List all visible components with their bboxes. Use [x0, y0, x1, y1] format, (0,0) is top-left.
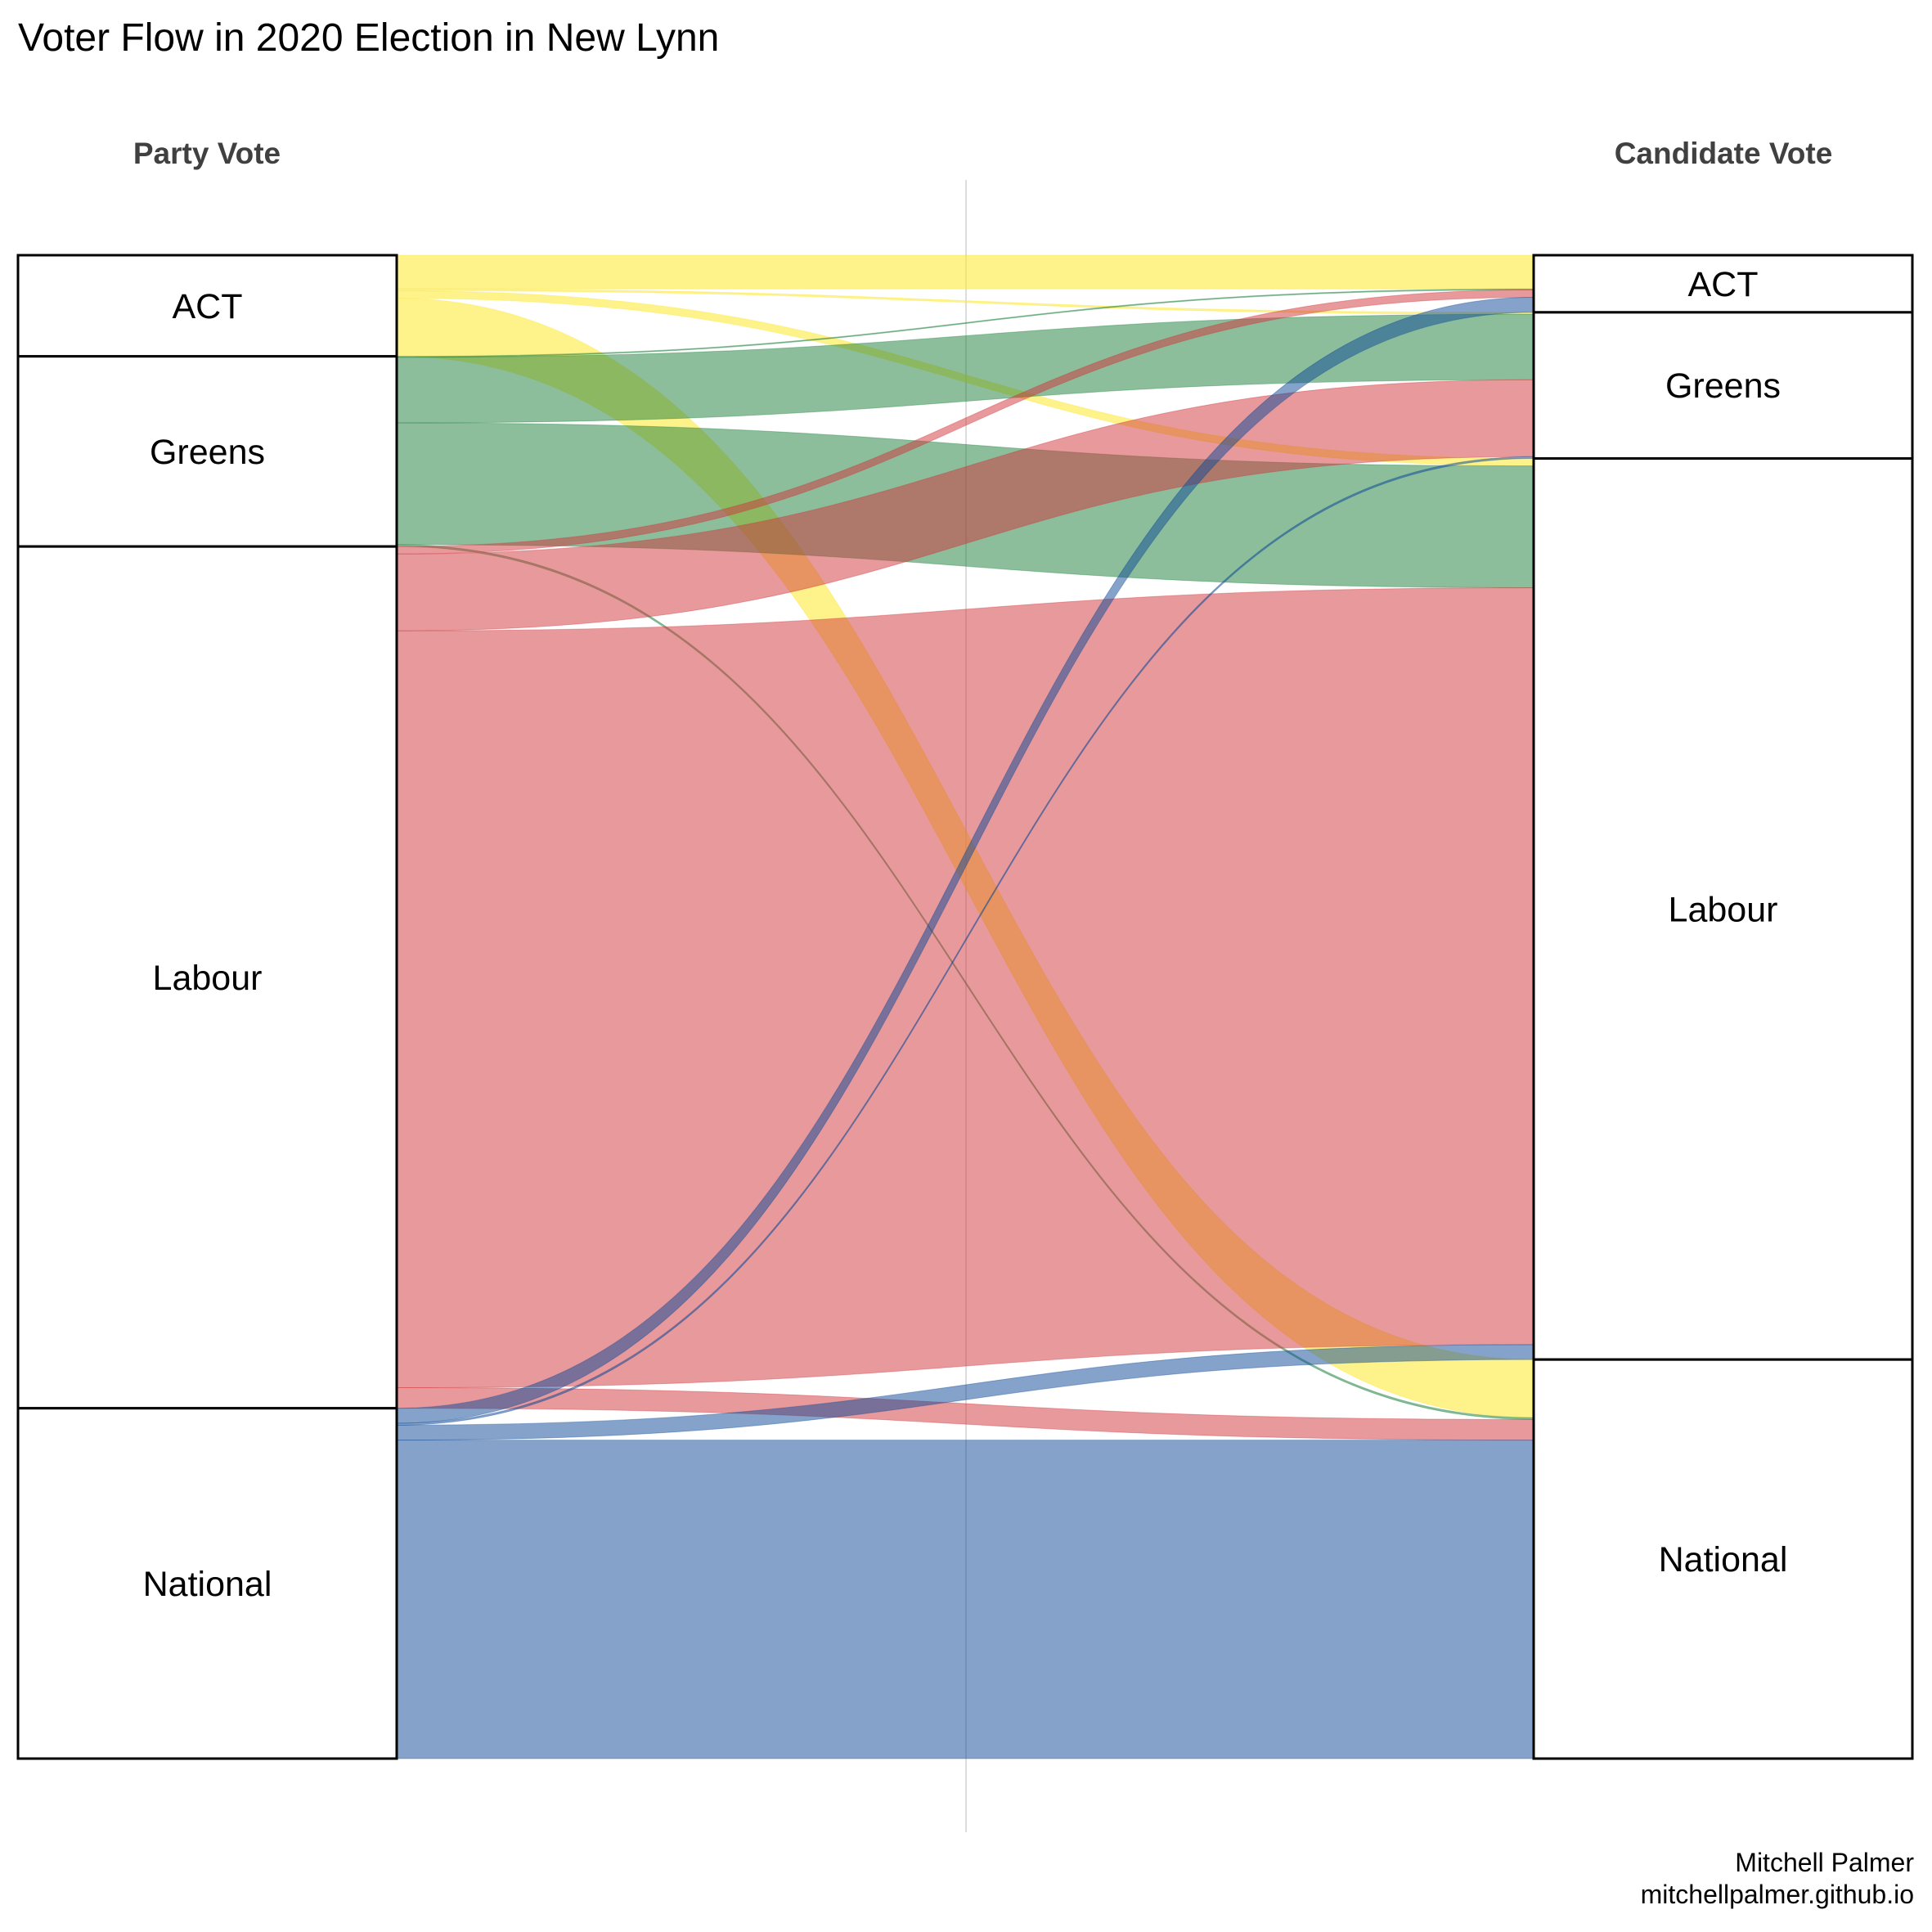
left-node-label-greens: Greens [150, 433, 265, 472]
caption-author: Mitchell Palmer [1735, 1848, 1914, 1877]
flow-labour-to-labour [396, 587, 1534, 1389]
stage-label-right: Candidate Vote [1615, 137, 1833, 170]
right-node-label-act: ACT [1688, 265, 1759, 304]
flows-layer [396, 254, 1534, 1759]
right-node-act [1532, 254, 1914, 314]
right-node-label-national: National [1659, 1540, 1788, 1579]
right-node-national [1532, 1358, 1914, 1760]
flow-national-to-national [396, 1440, 1534, 1759]
left-node-label-labour: Labour [153, 959, 263, 998]
right-node-greens [1532, 311, 1914, 461]
left-node-label-act: ACT [173, 287, 243, 326]
left-node-labour [16, 545, 398, 1410]
caption-site: mitchellpalmer.github.io [1641, 1880, 1914, 1909]
left-node-act [16, 254, 398, 358]
chart-title: Voter Flow in 2020 Election in New Lynn [18, 16, 719, 60]
right-node-label-labour: Labour [1669, 890, 1778, 929]
flow-act-to-act [396, 254, 1534, 290]
left-node-greens [16, 355, 398, 548]
nodes-layer: ACT Greens Labour National ACT Greens Labour Na… [16, 254, 1914, 1760]
right-node-labour [1532, 457, 1914, 1361]
left-node-national [16, 1407, 398, 1760]
stage-label-left: Party Vote [133, 137, 281, 170]
right-node-label-greens: Greens [1665, 366, 1781, 406]
left-node-label-national: National [143, 1565, 272, 1604]
